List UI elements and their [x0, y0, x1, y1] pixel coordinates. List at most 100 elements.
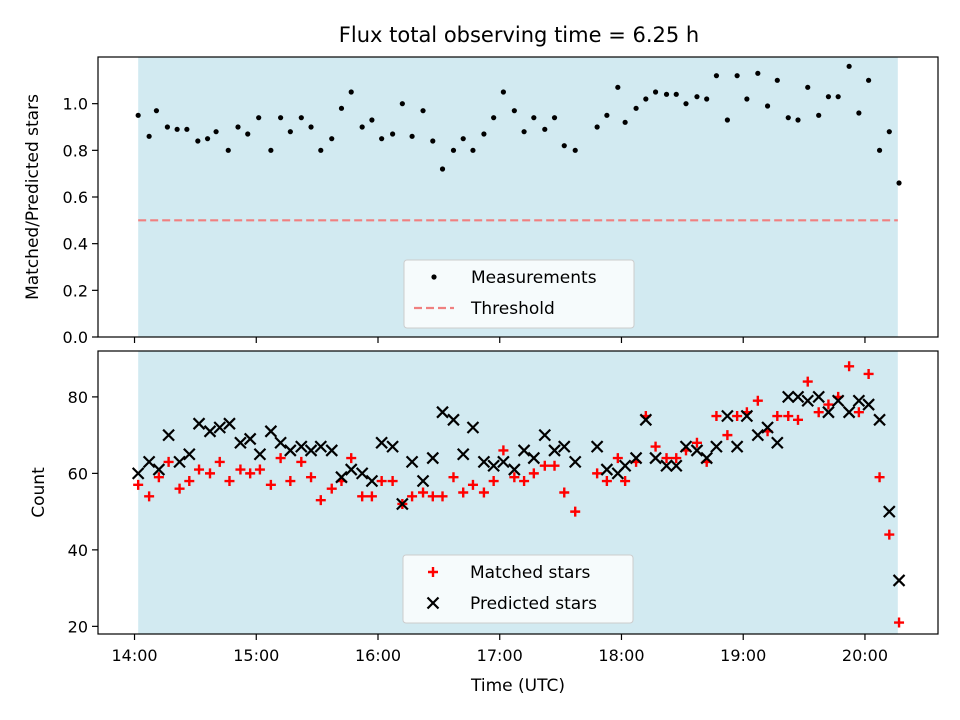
matched-stars-point: [254, 464, 265, 475]
measurements-point: [287, 129, 293, 135]
predicted-stars-point: [740, 409, 754, 423]
predicted-stars-point: [284, 444, 297, 457]
measurements-point: [531, 115, 537, 121]
predicted-stars-point: [831, 394, 845, 407]
predicted-stars-point: [618, 459, 632, 473]
legend-label: Measurements: [471, 268, 597, 288]
predicted-stars-point: [487, 459, 500, 473]
matched-stars-point: [296, 456, 307, 467]
count-y-tick-label: 40: [68, 541, 88, 560]
measurements-point: [491, 115, 497, 121]
predicted-stars-point: [355, 467, 369, 480]
predicted-stars-point: [883, 505, 896, 518]
measurements-point: [551, 115, 558, 121]
measurements-point: [896, 180, 902, 186]
count-axes-frame: [97, 350, 939, 635]
measurements-point: [146, 133, 152, 139]
measurements-point: [195, 138, 201, 144]
count-legend: Matched stars Predicted stars: [402, 554, 634, 624]
matched-stars-point: [306, 472, 317, 483]
measurements-point: [409, 133, 415, 139]
measurements-point: [399, 101, 405, 107]
measurements-point: [643, 96, 649, 102]
matched-stars-point: [620, 476, 631, 487]
matched-stars-point: [376, 476, 387, 487]
matched-stars-point: [153, 472, 164, 483]
measurements-point: [615, 84, 621, 90]
measurements-point: [184, 126, 190, 132]
measurements-point: [348, 89, 354, 95]
predicted-stars-point: [679, 440, 693, 453]
predicted-stars-point: [426, 451, 440, 465]
predicted-stars-point: [771, 436, 784, 450]
predicted-stars-point: [852, 394, 866, 407]
matched-stars-point: [184, 476, 195, 487]
legend-plus-swatch: [428, 567, 438, 577]
measurements-point: [235, 124, 241, 130]
predicted-stars-point: [183, 447, 196, 461]
matched-stars-point: [559, 487, 570, 498]
measurements-point: [683, 101, 689, 107]
measurements-point: [359, 124, 365, 130]
measurements-point: [164, 124, 170, 130]
predicted-stars-point: [213, 421, 227, 434]
measurements-point: [835, 94, 841, 100]
ratio-y-tick-label: 0.4: [63, 235, 88, 254]
measurements-point: [511, 108, 517, 114]
measurements-point: [204, 136, 211, 142]
measurements-point: [805, 84, 811, 90]
measurements-point: [542, 126, 548, 132]
predicted-stars-point: [721, 409, 734, 423]
matched-stars-point: [437, 491, 448, 502]
ratio-y-tick-label: 0.6: [63, 188, 88, 207]
matched-stars-point: [163, 456, 174, 467]
count-legend-box: [402, 554, 634, 624]
measurements-point: [694, 94, 700, 100]
matched-stars-point: [752, 395, 763, 406]
matched-stars-point: [133, 479, 144, 490]
measurements-point: [135, 112, 141, 118]
matched-stars-point: [346, 453, 357, 464]
matched-stars-point: [612, 453, 623, 464]
measurements-point: [329, 136, 335, 142]
measurements-point: [318, 147, 324, 153]
matched-stars-point: [884, 529, 895, 540]
measurements-point: [633, 105, 639, 111]
matched-stars-point: [326, 483, 337, 494]
predicted-stars-point: [234, 436, 247, 450]
matched-stars-point: [539, 460, 550, 471]
predicted-stars-point: [396, 497, 409, 511]
measurements-point: [153, 108, 160, 114]
legend-x-swatch: [426, 596, 440, 610]
measurements-point: [673, 91, 679, 97]
ratio-y-axis-label: Matched/Predicted stars: [23, 94, 43, 300]
matched-stars-point: [458, 487, 469, 498]
matched-stars-point: [519, 476, 530, 487]
measurements-point: [622, 119, 628, 125]
predicted-stars-point: [801, 394, 815, 407]
predicted-stars-point: [812, 390, 825, 404]
measurements-point: [755, 70, 761, 76]
measurements-point: [846, 63, 852, 69]
ratio-y-tick-label: 0.8: [63, 141, 88, 160]
measurements-point: [278, 115, 284, 121]
measurements-point: [213, 129, 219, 135]
measurements-point: [816, 112, 822, 118]
predicted-stars-point: [700, 451, 713, 465]
measurements-point: [481, 131, 487, 137]
matched-stars-point: [894, 617, 905, 628]
matched-stars-point: [711, 411, 722, 422]
matched-stars-point: [601, 476, 612, 487]
predicted-stars-point: [264, 425, 278, 438]
measurements-point: [174, 126, 180, 132]
predicted-stars-point: [639, 413, 653, 427]
matched-stars-point: [498, 445, 509, 456]
predicted-stars-point: [761, 421, 774, 434]
measurements-point: [795, 117, 801, 123]
predicted-stars-point: [862, 398, 875, 411]
count-x-axis-label: Time (UTC): [470, 676, 565, 696]
predicted-stars-point: [781, 390, 795, 404]
matched-stars-point: [549, 460, 560, 471]
measurements-point: [734, 73, 740, 79]
count-y-tick-label: 60: [68, 464, 88, 483]
